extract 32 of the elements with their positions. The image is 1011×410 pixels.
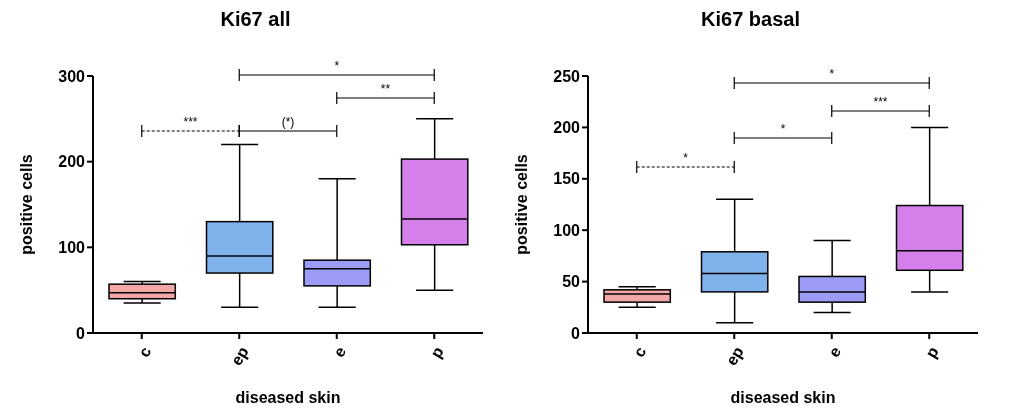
x-tick-label: ep — [227, 343, 252, 369]
y-tick-label: 150 — [553, 170, 581, 188]
annotation: * — [829, 67, 835, 81]
x-tick-label: p — [922, 343, 942, 361]
annotation: *** — [873, 95, 888, 109]
y-axis-title: positive cells — [17, 154, 35, 255]
y-tick-label: 0 — [76, 324, 86, 342]
y-tick-label: 200 — [58, 153, 86, 171]
x-tick-label: c — [135, 343, 155, 360]
y-tick-label: 250 — [553, 67, 581, 85]
annotation: ** — [380, 82, 391, 96]
y-axis-title: positive cells — [512, 154, 530, 255]
y-tick-label: 300 — [58, 67, 86, 85]
x-axis-title: diseased skin — [730, 389, 836, 406]
annotation: (*) — [281, 115, 295, 129]
y-tick-label: 100 — [58, 239, 86, 257]
annotation: * — [683, 151, 689, 165]
x-axis-title: diseased skin — [235, 389, 341, 406]
x-tick-label: c — [630, 343, 650, 360]
x-tick-label: e — [330, 343, 350, 360]
x-tick-label: ep — [722, 343, 747, 369]
text: * — [334, 59, 340, 73]
y-tick-label: 0 — [571, 324, 581, 342]
y-tick-label: 200 — [553, 119, 581, 137]
x-tick-label: p — [427, 343, 447, 361]
annotation: * — [780, 122, 786, 136]
chart-title: Ki67 basal — [700, 8, 801, 32]
chart-title: Ki67 all — [219, 8, 292, 32]
annotation: *** — [183, 115, 198, 129]
y-tick-label: 100 — [553, 221, 581, 239]
y-tick-label: 50 — [562, 273, 581, 291]
x-tick-label: e — [825, 343, 845, 360]
